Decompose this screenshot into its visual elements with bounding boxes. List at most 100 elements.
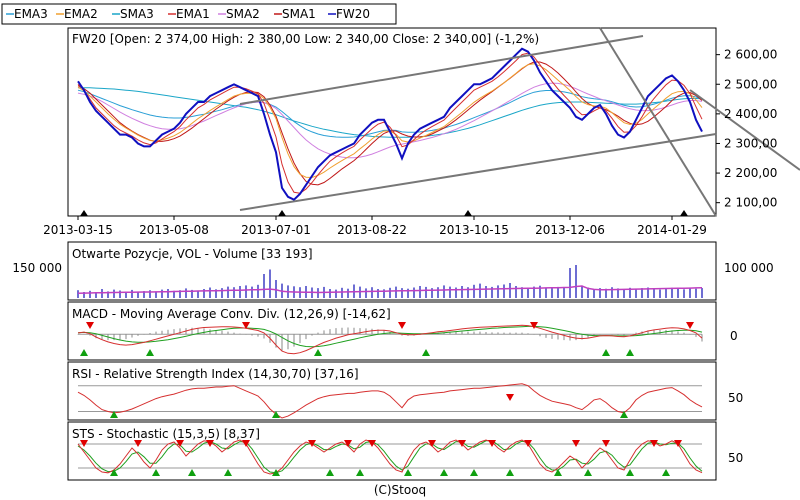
period-marker <box>680 210 688 216</box>
series-line-fw20 <box>77 47 703 201</box>
osc-line-macd <box>77 324 703 355</box>
period-marker <box>80 210 88 216</box>
buy-signal <box>422 349 430 356</box>
buy-signal <box>146 349 154 356</box>
main-chart-title: FW20 [Open: 2 374,00 High: 2 380,00 Low:… <box>72 32 539 46</box>
period-marker <box>464 210 472 216</box>
buy-signal <box>626 349 634 356</box>
osc-line-rsi <box>77 383 703 419</box>
volume-left-tick: 150 000 <box>12 261 62 275</box>
sell-signal <box>488 440 496 447</box>
period-marker <box>278 210 286 216</box>
buy-signal <box>602 349 610 356</box>
legend-label-ema2: EMA2 <box>64 7 98 21</box>
sell-signal <box>242 440 250 447</box>
sell-signal <box>458 440 466 447</box>
buy-signal <box>326 469 334 476</box>
buy-signal <box>272 411 280 418</box>
sell-signal <box>86 322 94 329</box>
sell-signal <box>572 440 580 447</box>
legend-label-ema3: EMA3 <box>14 7 48 21</box>
buy-signal <box>80 349 88 356</box>
sell-signal <box>506 394 514 401</box>
osc-line-pctk <box>77 439 703 475</box>
buy-signal <box>152 469 160 476</box>
buy-signal <box>440 469 448 476</box>
y-tick-label: 2 400,00 <box>724 107 777 121</box>
rsi-tick: 50 <box>728 391 743 405</box>
sts-title: STS - Stochastic (15,3,5) [8,37] <box>72 427 260 441</box>
sell-signal <box>176 440 184 447</box>
sell-signal <box>344 440 352 447</box>
osc-line-signal <box>77 325 703 348</box>
legend-label-ema1: EMA1 <box>176 7 210 21</box>
macd-tick: 0 <box>730 329 738 343</box>
x-tick-label: 2013-08-22 <box>337 223 407 237</box>
buy-signal <box>110 469 118 476</box>
volume-title: Otwarte Pozycje, VOL - Volume [33 193] <box>72 247 313 261</box>
sell-signal <box>206 440 214 447</box>
footer-copyright: (C)Stooq <box>374 483 426 497</box>
buy-signal <box>188 469 196 476</box>
volume-panel: Otwarte Pozycje, VOL - Volume [33 193] 1… <box>12 241 774 301</box>
y-tick-label: 2 200,00 <box>724 166 777 180</box>
trend-line <box>689 89 800 171</box>
x-tick-label: 2014-01-29 <box>637 223 707 237</box>
buy-signal <box>470 469 478 476</box>
y-tick-label: 2 600,00 <box>724 48 777 62</box>
sell-signal <box>428 440 436 447</box>
buy-signal <box>620 411 628 418</box>
sts-panel: STS - Stochastic (15,3,5) [8,37] 50 <box>67 421 743 481</box>
y-tick-label: 2 500,00 <box>724 77 777 91</box>
buy-signal <box>272 469 280 476</box>
sell-signal <box>80 440 88 447</box>
macd-title: MACD - Moving Average Conv. Div. (12,26,… <box>72 307 391 321</box>
macd-panel: MACD - Moving Average Conv. Div. (12,26,… <box>67 301 738 361</box>
trend-line <box>239 133 717 211</box>
osc-line-pctd <box>77 440 703 474</box>
sell-signal <box>368 440 376 447</box>
x-tick-label: 2013-10-15 <box>439 223 509 237</box>
sell-signal <box>530 322 538 329</box>
main-price-panel: FW20 [Open: 2 374,00 High: 2 380,00 Low:… <box>43 27 800 237</box>
y-tick-label: 2 100,00 <box>724 196 777 210</box>
open-interest-line <box>77 285 703 294</box>
buy-signal <box>314 349 322 356</box>
buy-signal <box>626 469 634 476</box>
buy-signal <box>224 469 232 476</box>
series-line-sma3 <box>78 87 703 138</box>
legend-label-sma1: SMA1 <box>282 7 316 21</box>
series-line-ema1 <box>77 52 703 194</box>
sell-signal <box>242 322 250 329</box>
buy-signal <box>356 469 364 476</box>
trend-line <box>599 27 717 217</box>
legend: EMA3 EMA2 SMA3 EMA1 SMA2 SMA1 FW20 <box>1 3 397 25</box>
buy-signal <box>110 411 118 418</box>
sell-signal <box>650 440 658 447</box>
legend-label-sma2: SMA2 <box>226 7 260 21</box>
sell-signal <box>674 440 682 447</box>
buy-signal <box>554 469 562 476</box>
buy-signal <box>404 469 412 476</box>
sell-signal <box>308 440 316 447</box>
rsi-panel: RSI - Relative Strength Index (14,30,70)… <box>67 361 743 421</box>
x-tick-label: 2013-12-06 <box>535 223 605 237</box>
x-tick-label: 2013-05-08 <box>139 223 209 237</box>
buy-signal <box>662 469 670 476</box>
series-line-sma2 <box>77 82 703 159</box>
trend-line <box>239 35 644 105</box>
legend-label-fw20: FW20 <box>336 7 370 21</box>
sell-signal <box>602 440 610 447</box>
buy-signal <box>506 469 514 476</box>
rsi-title: RSI - Relative Strength Index (14,30,70)… <box>72 367 359 381</box>
sell-signal <box>686 322 694 329</box>
y-tick-label: 2 300,00 <box>724 136 777 150</box>
sell-signal <box>398 322 406 329</box>
sell-signal <box>524 440 532 447</box>
x-tick-label: 2013-03-15 <box>43 223 113 237</box>
sell-signal <box>134 440 142 447</box>
sts-tick: 50 <box>728 451 743 465</box>
x-tick-label: 2013-07-01 <box>241 223 311 237</box>
volume-right-tick: 100 000 <box>724 261 774 275</box>
